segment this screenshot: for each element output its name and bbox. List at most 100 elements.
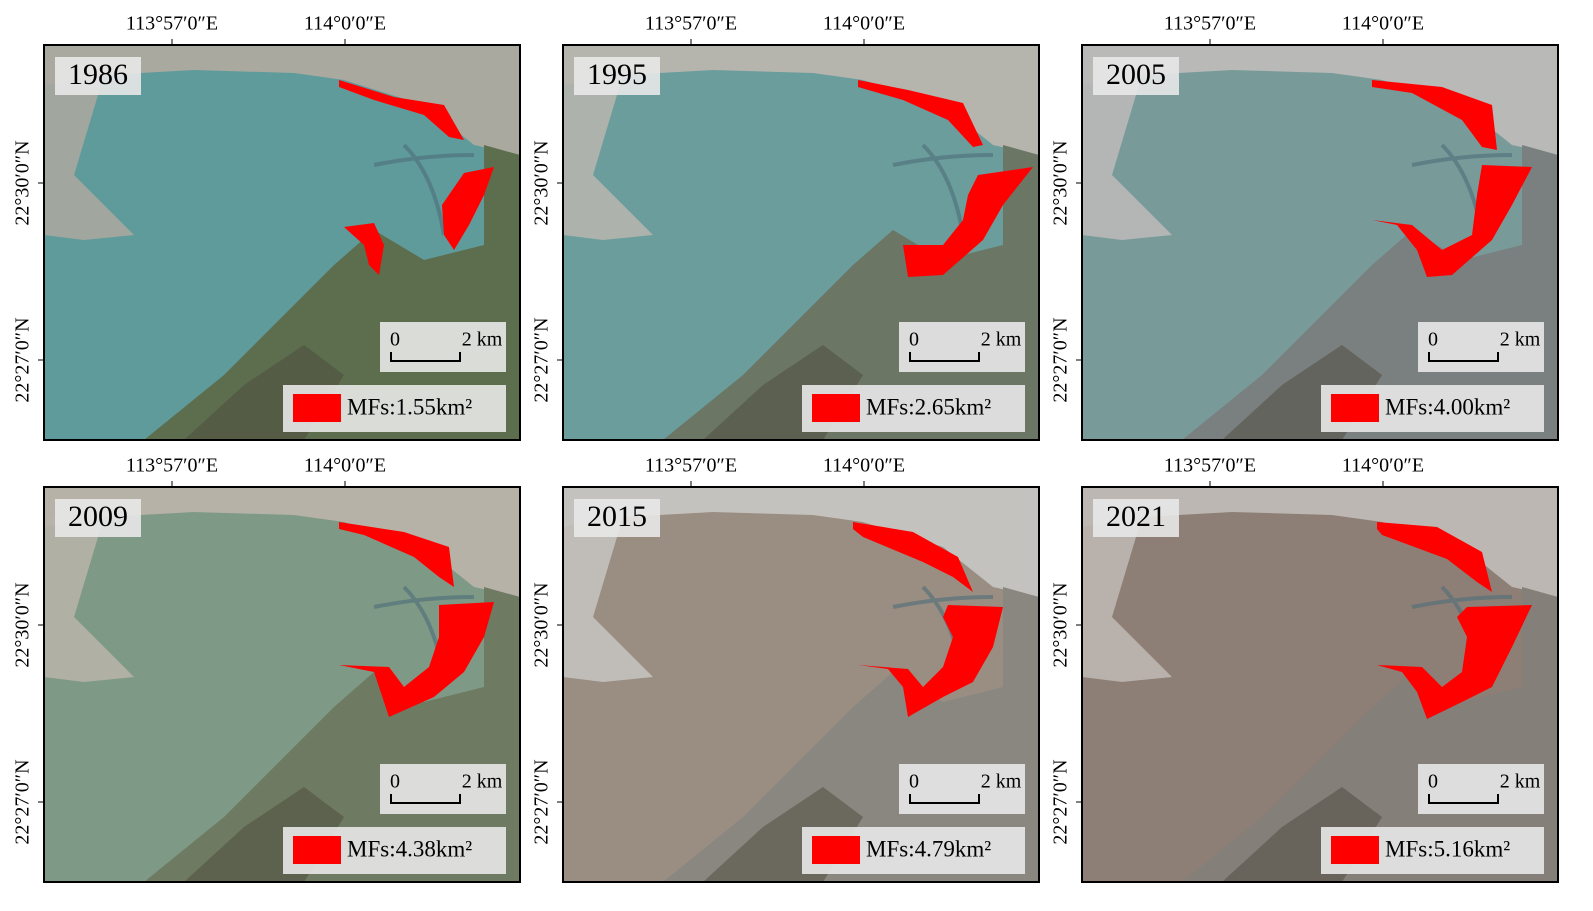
mangrove-area: [344, 223, 384, 275]
lat-label: 22°30′0″N: [1050, 582, 1072, 667]
scale-bar: [390, 352, 461, 362]
lon-label: 113°57′0″E: [645, 13, 737, 35]
east-land: [1522, 145, 1558, 255]
lon-label: 113°57′0″E: [1164, 455, 1256, 477]
east-land: [484, 587, 520, 697]
mangrove-area: [903, 167, 1033, 277]
map-panel: 2021 0 2 km MFs:5.16km² 113°57′0″E 114°0′0″E 2…: [1050, 455, 1559, 883]
year-label: 2015: [587, 500, 647, 533]
legend-label: MFs:4.79km²: [866, 836, 991, 861]
year-label: 2021: [1106, 500, 1166, 533]
scale-label: 2 km: [1500, 329, 1541, 351]
lat-label: 22°27′0″N: [531, 759, 553, 844]
lat-label: 22°30′0″N: [12, 582, 34, 667]
mangrove-area: [858, 80, 983, 147]
lon-label: 113°57′0″E: [126, 455, 218, 477]
north-land: [563, 45, 1039, 155]
scale-label: 2 km: [981, 329, 1022, 351]
lat-label: 22°27′0″N: [1050, 759, 1072, 844]
mangrove-area: [858, 605, 1003, 717]
lon-label: 114°0′0″E: [823, 13, 905, 35]
mangrove-area: [853, 522, 973, 592]
mangrove-area: [1377, 605, 1532, 719]
year-label: 1995: [587, 58, 647, 91]
legend-swatch: [293, 836, 341, 864]
lon-label: 113°57′0″E: [1164, 13, 1256, 35]
scale-label: 0: [1428, 771, 1438, 793]
lat-label: 22°30′0″N: [531, 582, 553, 667]
west-land: [563, 75, 653, 240]
map-frame: [1081, 44, 1559, 441]
map-panel: 1986 0 2 km MFs:1.55km² 113°57′0″E 114°0′0″E 2…: [12, 13, 521, 441]
scale-label: 0: [909, 771, 919, 793]
legend-label: MFs:5.16km²: [1385, 836, 1510, 861]
map-frame: [562, 44, 1040, 441]
imagery: [44, 45, 520, 440]
mangrove-area: [1372, 165, 1532, 277]
lat-label: 22°27′0″N: [12, 317, 34, 402]
mangrove-area: [442, 167, 494, 250]
lon-label: 114°0′0″E: [1342, 13, 1424, 35]
east-land: [484, 145, 520, 255]
mangrove-area: [339, 80, 464, 140]
scale-label: 2 km: [462, 329, 503, 351]
imagery: [44, 487, 520, 882]
year-label: 2005: [1106, 58, 1166, 91]
legend-label: MFs:4.38km²: [347, 836, 472, 861]
channel: [892, 143, 994, 236]
west-land: [563, 517, 653, 682]
north-land: [44, 487, 520, 597]
east-land: [1003, 145, 1039, 255]
lat-label: 22°27′0″N: [1050, 317, 1072, 402]
lat-label: 22°27′0″N: [531, 317, 553, 402]
scale-label: 2 km: [462, 771, 503, 793]
scale-label: 0: [390, 329, 400, 351]
year-label: 1986: [68, 58, 128, 91]
east-land: [1522, 587, 1558, 697]
year-label: 2009: [68, 500, 128, 533]
west-land: [1082, 75, 1172, 240]
legend-label: MFs:1.55km²: [347, 394, 472, 419]
scale-bar: [390, 794, 461, 804]
scale-label: 0: [1428, 329, 1438, 351]
lon-label: 114°0′0″E: [1342, 455, 1424, 477]
lat-label: 22°30′0″N: [1050, 140, 1072, 225]
legend-swatch: [293, 394, 341, 422]
lat-label: 22°30′0″N: [531, 140, 553, 225]
lon-label: 114°0′0″E: [304, 455, 386, 477]
scale-bar: [909, 352, 980, 362]
map-panel: 2015 0 2 km MFs:4.79km² 113°57′0″E 114°0′0″E 2…: [531, 455, 1040, 883]
lon-label: 113°57′0″E: [645, 455, 737, 477]
scale-box: [899, 764, 1025, 814]
scale-bar: [1428, 352, 1499, 362]
legend-label: MFs:4.00km²: [1385, 394, 1510, 419]
mangrove-area: [1377, 522, 1492, 592]
legend-swatch: [812, 394, 860, 422]
year-box: [1093, 57, 1179, 95]
scale-box: [380, 322, 506, 372]
scale-label: 2 km: [981, 771, 1022, 793]
mangrove-area: [1372, 80, 1497, 150]
mangrove-area: [339, 602, 494, 717]
map-frame: [1081, 486, 1559, 883]
map-panel: 2005 0 2 km MFs:4.00km² 113°57′0″E 114°0′0″E 2…: [1050, 13, 1559, 441]
scale-bar: [1428, 794, 1499, 804]
imagery: [1082, 45, 1558, 440]
map-panel: 1995 0 2 km MFs:2.65km² 113°57′0″E 114°0′0″E 2…: [531, 13, 1040, 441]
legend-swatch: [1331, 394, 1379, 422]
year-box: [574, 499, 660, 537]
scale-box: [1418, 322, 1544, 372]
lat-label: 22°30′0″N: [12, 140, 34, 225]
scale-label: 0: [909, 329, 919, 351]
north-land: [1082, 45, 1558, 155]
year-box: [55, 57, 141, 95]
legend-swatch: [812, 836, 860, 864]
map-frame: [43, 44, 521, 441]
map-frame: [43, 486, 521, 883]
scale-label: 2 km: [1500, 771, 1541, 793]
scale-box: [899, 322, 1025, 372]
legend-swatch: [1331, 836, 1379, 864]
map-frame: [562, 486, 1040, 883]
